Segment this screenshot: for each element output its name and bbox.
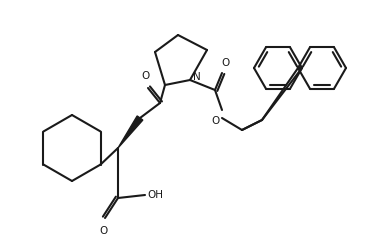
Text: O: O (99, 226, 107, 236)
Text: N: N (193, 72, 201, 82)
Text: O: O (222, 58, 230, 68)
Text: O: O (142, 71, 150, 81)
Text: OH: OH (147, 190, 163, 200)
Text: O: O (212, 116, 220, 126)
Polygon shape (118, 116, 143, 148)
